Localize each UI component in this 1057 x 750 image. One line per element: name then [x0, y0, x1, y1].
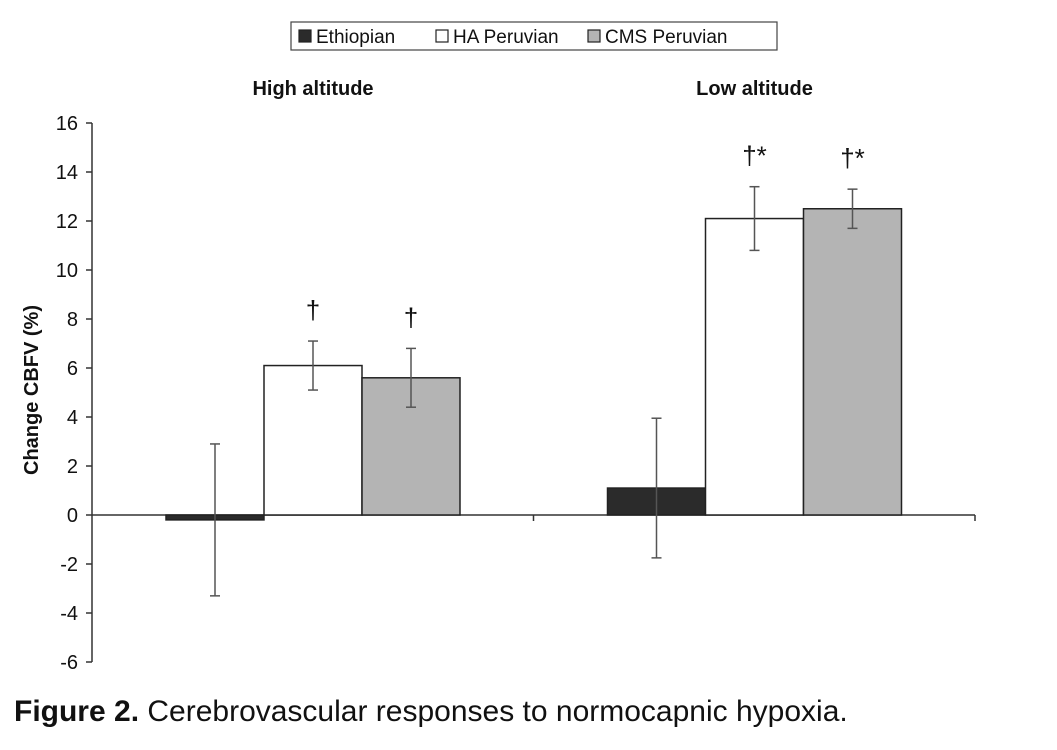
category-label: Low altitude	[696, 78, 813, 100]
category-labels: High altitude Low altitude	[252, 78, 812, 100]
figure-caption: Figure 2. Cerebrovascular responses to n…	[14, 695, 848, 729]
significance-marker: †*	[742, 141, 767, 171]
y-axis: -6 -4 -2 0 2 4 6 8 10 12 14 16	[56, 113, 93, 674]
legend-label: CMS Peruvian	[605, 27, 728, 48]
legend-swatch	[587, 29, 601, 43]
legend-swatch	[435, 29, 449, 43]
y-tick-label: 10	[56, 260, 78, 282]
y-tick-label: -6	[60, 652, 78, 674]
legend-label: Ethiopian	[316, 27, 395, 48]
legend-label: HA Peruvian	[453, 27, 559, 48]
y-tick-label: -4	[60, 603, 78, 625]
bars: † † †* †*	[165, 141, 903, 597]
bar-chart: Ethiopian HA Peruvian CMS Peruvian High al…	[21, 21, 976, 674]
category-label: High altitude	[252, 78, 373, 100]
y-tick-label: 2	[67, 456, 78, 478]
y-tick-label: 6	[67, 358, 78, 380]
significance-marker: †	[306, 295, 320, 325]
y-tick-label: -2	[60, 554, 78, 576]
figure-caption-label: Figure 2.	[14, 695, 140, 728]
bar	[704, 217, 805, 516]
y-tick-label: 16	[56, 113, 78, 135]
legend-box	[290, 21, 778, 51]
figure-caption-text: Cerebrovascular responses to normocapnic…	[139, 695, 848, 728]
significance-marker: †	[404, 302, 418, 332]
y-tick-label: 12	[56, 211, 78, 233]
significance-marker: †*	[840, 143, 865, 173]
y-tick-label: 0	[67, 505, 78, 527]
bar	[802, 208, 903, 516]
legend-swatch	[298, 29, 312, 43]
legend: Ethiopian HA Peruvian CMS Peruvian	[290, 21, 778, 51]
y-tick-label: 14	[56, 162, 78, 184]
y-axis-label: Change CBFV (%)	[21, 305, 43, 475]
y-tick-label: 4	[67, 407, 78, 429]
y-tick-label: 8	[67, 309, 78, 331]
